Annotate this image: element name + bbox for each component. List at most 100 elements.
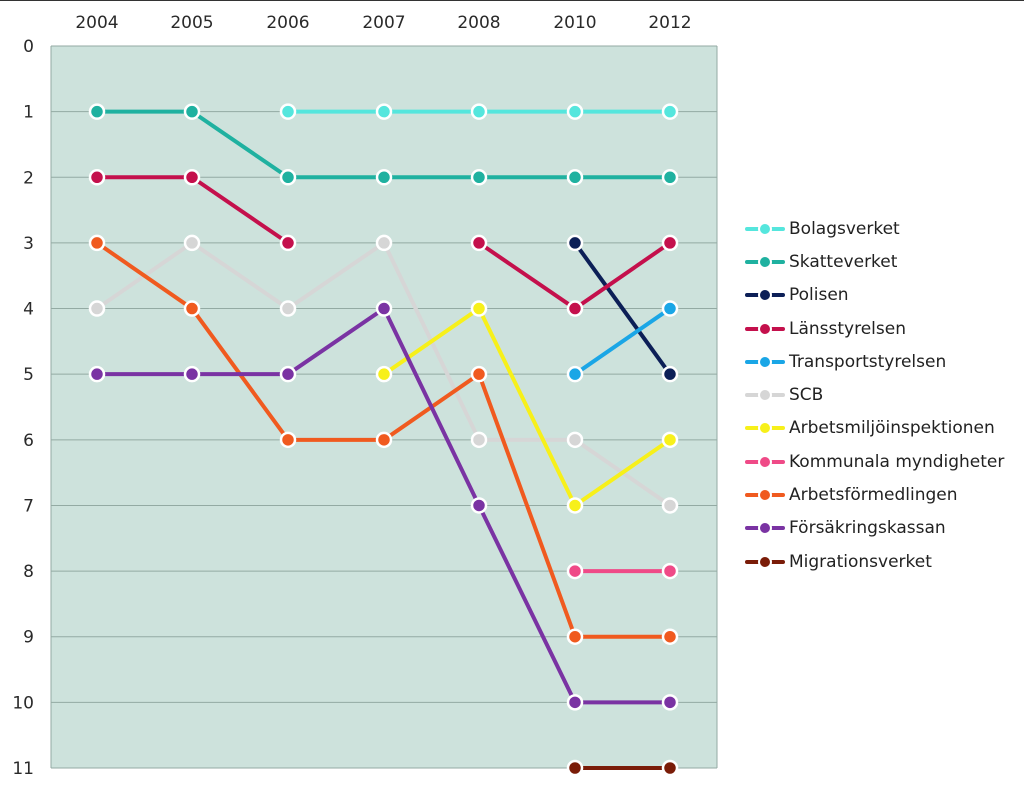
legend-item: Arbetsmiljöinspektionen (745, 412, 1004, 445)
legend-swatch (745, 254, 785, 269)
data-point-skatteverket (566, 169, 584, 186)
data-point-kommunala myndigheter (566, 562, 584, 580)
legend-swatch-marker (758, 321, 772, 336)
legend-label: SCB (789, 385, 824, 406)
legend-swatch (745, 554, 785, 569)
data-point-arbetsmiljöinspektionen (661, 431, 679, 449)
data-point-arbetsförmedlingen (279, 431, 297, 449)
data-point-skatteverket (661, 169, 679, 186)
legend-item: Polisen (745, 279, 1004, 312)
data-point-polisen (661, 365, 679, 383)
legend-item: SCB (745, 378, 1004, 411)
data-point-försäkringskassan (279, 365, 297, 383)
data-point-länsstyrelsen (279, 234, 297, 252)
legend-swatch (745, 488, 785, 503)
y-tick-label: 9 (23, 628, 34, 648)
legend-item: Kommunala myndigheter (745, 445, 1004, 478)
y-tick-label: 0 (23, 37, 34, 57)
data-point-scb (661, 497, 679, 514)
data-point-skatteverket (375, 169, 393, 186)
y-tick-label: 3 (23, 234, 34, 254)
legend-swatch-marker (758, 554, 772, 569)
y-tick-label: 4 (23, 300, 34, 320)
x-axis-ticks: 2004 2005 2006 2007 2008 2010 2012 (75, 13, 691, 33)
y-tick-label: 8 (23, 562, 34, 582)
data-point-arbetsmiljöinspektionen (470, 300, 488, 317)
legend-swatch (745, 221, 785, 236)
data-point-länsstyrelsen (470, 234, 488, 252)
x-tick-label: 2012 (648, 13, 691, 33)
y-tick-label: 6 (23, 431, 34, 451)
series-line-polisen (573, 240, 672, 377)
data-point-länsstyrelsen (183, 169, 201, 186)
data-point-transportstyrelsen (661, 300, 679, 317)
legend-swatch-marker (758, 421, 772, 436)
data-point-länsstyrelsen (566, 300, 584, 317)
data-point-arbetsförmedlingen (375, 431, 393, 449)
y-tick-label: 1 (23, 103, 34, 123)
data-point-scb (375, 234, 393, 252)
legend-item: Transportstyrelsen (745, 345, 1004, 378)
legend: Bolagsverket Skatteverket Polisen Länsstyre… (745, 212, 1004, 578)
plot-area (51, 46, 717, 768)
legend-swatch (745, 388, 785, 403)
data-point-bolagsverket (470, 103, 488, 120)
data-point-scb (279, 300, 297, 317)
legend-label: Bolagsverket (789, 218, 900, 239)
y-tick-label: 5 (23, 365, 34, 385)
data-point-försäkringskassan (661, 694, 679, 711)
legend-label: Arbetsmiljöinspektionen (789, 418, 995, 439)
y-tick-label: 7 (23, 496, 34, 516)
legend-label: Länsstyrelsen (789, 318, 906, 339)
data-point-arbetsmiljöinspektionen (566, 497, 584, 514)
y-axis-ticks: 0 1 2 3 4 5 6 7 8 9 10 11 (12, 37, 34, 779)
legend-swatch (745, 288, 785, 303)
y-tick-label: 2 (23, 168, 34, 188)
data-point-arbetsförmedlingen (661, 628, 679, 645)
data-point-länsstyrelsen (88, 169, 106, 186)
data-point-kommunala myndigheter (661, 562, 679, 580)
x-tick-label: 2004 (75, 13, 118, 33)
legend-label: Försäkringskassan (789, 518, 946, 539)
legend-swatch-marker (758, 454, 772, 469)
x-tick-label: 2010 (553, 13, 596, 33)
data-point-länsstyrelsen (661, 234, 679, 252)
data-point-försäkringskassan (183, 365, 201, 383)
data-point-försäkringskassan (88, 365, 106, 383)
series-line-arbetsmiljöinspektionen (382, 306, 672, 508)
data-point-skatteverket (470, 169, 488, 186)
legend-label: Kommunala myndigheter (789, 451, 1005, 472)
y-tick-label: 10 (12, 693, 34, 713)
data-point-migrationsverket (661, 759, 679, 777)
data-point-bolagsverket (279, 103, 297, 120)
legend-swatch (745, 521, 785, 536)
data-point-scb (183, 234, 201, 252)
legend-swatch (745, 454, 785, 469)
data-point-scb (470, 431, 488, 449)
data-point-scb (88, 300, 106, 317)
data-point-arbetsförmedlingen (183, 300, 201, 317)
data-point-bolagsverket (566, 103, 584, 120)
legend-label: Skatteverket (789, 251, 898, 272)
legend-label: Arbetsförmedlingen (789, 485, 958, 506)
data-point-skatteverket (279, 169, 297, 186)
legend-swatch-marker (758, 354, 772, 369)
legend-label: Polisen (789, 285, 849, 306)
data-point-migrationsverket (566, 759, 584, 777)
data-point-scb (566, 431, 584, 449)
legend-swatch (745, 354, 785, 369)
legend-swatch-marker (758, 388, 772, 403)
data-point-arbetsmiljöinspektionen (375, 365, 393, 383)
legend-item: Skatteverket (745, 245, 1004, 278)
x-tick-label: 2007 (362, 13, 405, 33)
legend-item: Bolagsverket (745, 212, 1004, 245)
legend-swatch (745, 321, 785, 336)
legend-swatch-marker (758, 488, 772, 503)
data-point-transportstyrelsen (566, 365, 584, 383)
legend-swatch-marker (758, 221, 772, 236)
data-point-arbetsförmedlingen (566, 628, 584, 645)
data-point-polisen (566, 234, 584, 252)
series-points (88, 103, 679, 777)
legend-item: Migrationsverket (745, 545, 1004, 578)
